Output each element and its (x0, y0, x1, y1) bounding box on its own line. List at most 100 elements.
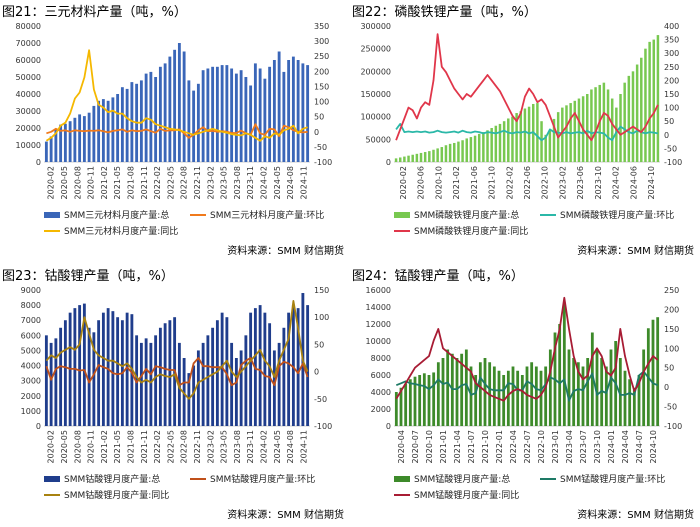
y-right-tick-label: 250 (314, 52, 329, 61)
y-right-tick-label: 100 (314, 98, 329, 107)
bar (628, 379, 632, 426)
chart-panel-lco: 图23：钴酸锂产量（吨，%） 0 1000 2000 3000 4000 5000 6000… (0, 264, 350, 527)
y-right-tick-label: 150 (314, 286, 329, 295)
bar (301, 63, 305, 162)
bar (486, 130, 489, 162)
x-tick-label: 2022-11 (193, 166, 202, 199)
chart-title: 图21：三元材料产量（吨，%） (2, 5, 187, 20)
bar (287, 312, 291, 426)
bar (441, 358, 445, 426)
bar (477, 133, 481, 162)
y-left-tick-label: 0 (386, 158, 391, 167)
bar (631, 71, 635, 162)
x-tick-label: 2024-11 (299, 430, 308, 463)
series-line (45, 357, 309, 387)
x-tick-label: 2020-06 (417, 166, 426, 199)
bar (291, 56, 295, 162)
bar (225, 317, 229, 426)
bar (507, 118, 510, 162)
y-right-tick-label: -100 (314, 158, 332, 167)
bar (73, 117, 77, 162)
legend-label: SMM磷酸铁锂月度产量:同比 (414, 225, 528, 237)
x-tick-label: 2020-07 (411, 430, 420, 463)
bar (163, 63, 167, 162)
bar (527, 106, 531, 162)
bar (440, 147, 444, 162)
x-tick-label: 2022-06 (523, 166, 532, 199)
x-tick-label: 2023-01 (551, 430, 560, 463)
bar (530, 362, 534, 426)
y-left-tick-label: 1000 (21, 407, 41, 416)
bar (277, 51, 281, 162)
source-note: 资料来源：SMM 财信期货 (227, 246, 344, 257)
y-left-tick-label: 80000 (16, 22, 41, 31)
x-tick-label: 2022-11 (193, 430, 202, 463)
x-tick-label: 2020-08 (73, 166, 82, 199)
x-tick-label: 2023-10 (593, 430, 602, 463)
bar (609, 349, 613, 426)
legend-label: SMM锰酸锂月度产量:同比 (414, 489, 519, 501)
bar (422, 373, 426, 426)
bar (444, 145, 448, 162)
y-left-tick-label: 5000 (21, 346, 41, 355)
bar (144, 338, 148, 426)
x-tick-label: 2021-10 (488, 166, 497, 199)
bar (239, 350, 243, 426)
x-tick-label: 2023-07 (579, 430, 588, 463)
bar (296, 308, 300, 426)
bar (116, 94, 120, 162)
bar (453, 142, 456, 162)
legend-label: SMM磷酸铁锂月度产量:环比 (560, 209, 674, 221)
bar (427, 375, 431, 426)
bar (558, 324, 562, 426)
bar (87, 112, 91, 162)
bar (59, 327, 63, 426)
bar (68, 121, 72, 162)
bar (623, 370, 627, 426)
bar (651, 319, 655, 426)
bar (158, 327, 162, 426)
bar (552, 118, 556, 162)
bar (158, 66, 162, 162)
x-tick-label: 2023-11 (246, 430, 255, 463)
x-tick-label: 2024-02 (612, 166, 621, 199)
y-left-tick-label: 30000 (16, 107, 41, 116)
bar (196, 350, 200, 426)
y-right-tick-label: 0 (664, 131, 669, 140)
y-left-tick-label: 0 (386, 422, 391, 431)
legend-label: SMM钴酸锂月度产量:同比 (64, 489, 169, 501)
x-tick-label: 2023-11 (246, 166, 255, 199)
x-tick-label: 2022-05 (166, 166, 175, 199)
bar (432, 149, 435, 162)
y-right-tick-label: 100 (664, 344, 679, 353)
bar (291, 305, 295, 426)
bar (602, 82, 606, 162)
bar (120, 87, 124, 162)
bar (399, 387, 403, 426)
y-right-tick-label: 50 (314, 340, 324, 349)
bar (577, 98, 581, 162)
bar (562, 302, 566, 426)
bar (642, 349, 646, 426)
bar (515, 113, 518, 162)
x-tick-label: 2021-06 (470, 166, 479, 199)
bar (258, 305, 262, 426)
y-right-tick-label: 300 (664, 49, 679, 58)
legend-label: SMM磷酸铁锂月度产量:总 (414, 209, 519, 221)
x-tick-label: 2023-08 (233, 166, 242, 199)
x-tick-label: 2021-11 (140, 430, 149, 463)
bar (296, 60, 300, 162)
bar (534, 366, 538, 426)
bar (595, 349, 599, 426)
chart-panel-lfp: 图22：磷酸铁锂产量（吨，%） 0 50000 100000 150000 200000… (350, 0, 700, 263)
x-tick-label: 2021-10 (481, 430, 490, 463)
y-left-tick-label: 6000 (21, 331, 41, 340)
x-tick-label: 2020-05 (60, 430, 69, 463)
bar (418, 375, 422, 426)
x-tick-label: 2021-02 (452, 166, 461, 199)
y-left-tick-label: 2000 (21, 392, 41, 401)
x-tick-label: 2024-10 (647, 166, 656, 199)
bar (635, 64, 639, 162)
bar (432, 372, 436, 426)
x-tick-label: 2021-07 (467, 430, 476, 463)
